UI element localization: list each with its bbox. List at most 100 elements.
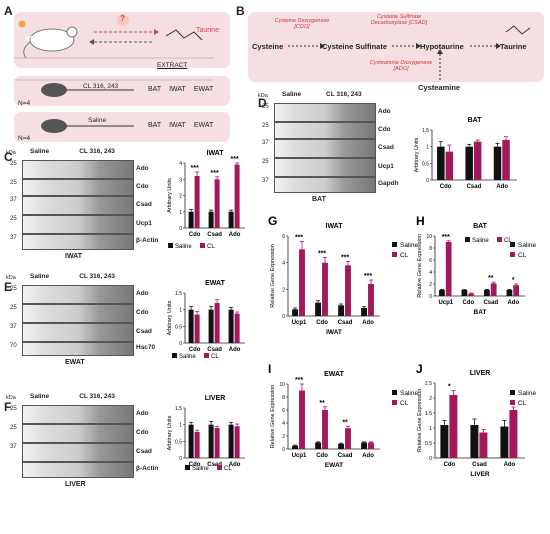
x-axis-tissue-label: IWAT [326, 329, 342, 336]
y-tick-label: 2 [282, 287, 285, 293]
panel-letter-j: J [416, 362, 423, 376]
node-taurine: Taurine [500, 42, 527, 51]
y-tick-label: 0.5 [425, 441, 432, 447]
legend-saline-swatch [392, 390, 397, 395]
bar-cl-csad [473, 141, 482, 180]
legend-saline-label: Saline [400, 390, 418, 397]
kda-label: kDa [6, 395, 16, 401]
marker-label: 25 [10, 161, 17, 167]
kda-label: kDa [6, 275, 16, 281]
y-tick-label: 0 [429, 294, 432, 300]
panel-letter-e: E [4, 280, 13, 294]
band-label: Hsc70 [136, 344, 156, 351]
saline-treatment-label: Saline [88, 117, 107, 124]
enzyme-ado: Cysteamine Dioxygenase [ADO] [369, 60, 433, 72]
y-tick-label: 0 [179, 341, 182, 347]
blot-band-cdo [22, 424, 134, 443]
significance-marker: ** [319, 400, 325, 407]
saline-group-label: Saline [30, 148, 50, 155]
legend-cl-label: CL [211, 354, 219, 360]
marker-label: 25 [10, 425, 17, 431]
y-axis-label: Arbitrary Units [167, 300, 173, 335]
bar-cl-csad [345, 428, 351, 449]
y-tick-label: 4 [282, 261, 285, 267]
pathway-arrows [288, 25, 531, 80]
bar-saline-ucp1 [292, 309, 299, 316]
y-tick-label: 2 [429, 396, 432, 402]
y-tick-label: 0.5 [422, 161, 429, 167]
cl-group-label: CL 316, 243 [326, 91, 362, 98]
chart-title: LIVER [470, 370, 491, 377]
legend-saline-label: Saline [179, 354, 196, 360]
chart-title: EWAT [205, 280, 225, 287]
bar-saline-cdo [188, 309, 194, 343]
legend-cl-label: CL [207, 244, 215, 250]
pathway-box [248, 12, 544, 82]
legend-saline-label: Saline [518, 390, 536, 397]
y-tick-label: 1 [179, 308, 182, 314]
bar-cl-ado [234, 426, 240, 458]
blot-band-ado [22, 160, 134, 179]
node-cysteamine: Cysteamine [418, 83, 461, 92]
taurine-label: Taurine [196, 27, 219, 34]
significance-marker: *** [231, 156, 239, 163]
panel-letter-i: I [268, 362, 271, 376]
y-tick-label: 0 [429, 456, 432, 462]
y-tick-label: 1.5 [175, 406, 182, 412]
cl-group-label: CL 316, 243 [79, 393, 115, 400]
legend-saline-label: Saline [400, 242, 418, 249]
marker-label: 37 [10, 235, 17, 241]
bar-cl-cdo [449, 395, 458, 458]
chart-title: BAT [468, 117, 483, 124]
bar-saline-csad [208, 309, 214, 343]
legend-cl-swatch [392, 252, 397, 257]
y-tick-label: 2 [282, 434, 285, 440]
x-tick-label: Ado [507, 300, 519, 306]
x-tick-label: Ado [362, 453, 374, 459]
bar-saline-ucp1 [439, 290, 445, 296]
bar-cl-cdo [468, 293, 475, 296]
chart-title: IWAT [207, 150, 225, 157]
x-tick-label: Cdo [462, 300, 474, 306]
significance-marker: * [512, 277, 515, 284]
x-axis-tissue-label: BAT [474, 309, 487, 316]
blot-band-gapdh [274, 177, 376, 193]
bar-cl-cdo [194, 176, 200, 228]
x-tick-label: Ado [362, 320, 374, 326]
band-label: Gapdh [378, 180, 399, 187]
blot-tissue-label: IWAT [65, 253, 82, 260]
significance-marker: ** [342, 419, 348, 426]
marker-label: 37 [10, 444, 17, 450]
bar-saline-ado [228, 211, 234, 228]
legend-cl-swatch [217, 465, 222, 470]
y-axis-label: Relative Gene Expression [417, 234, 423, 298]
legend-saline-swatch [185, 465, 190, 470]
n-saline-label: N=4 [18, 135, 31, 142]
bar-saline-csad [470, 425, 479, 458]
bar-cl-ucp1 [299, 390, 305, 449]
band-label: Ucp1 [136, 219, 152, 227]
legend-saline-swatch [465, 237, 470, 242]
y-tick-label: 1.5 [175, 291, 182, 297]
x-tick-label: Ucp1 [438, 300, 453, 306]
blot-band-csad [22, 443, 134, 462]
nst-label: NST [25, 36, 39, 43]
blot-band-ado [22, 285, 134, 304]
band-label: Ado [378, 107, 391, 115]
panel-letter-g: G [268, 214, 277, 228]
panel-a-illustration [14, 14, 214, 133]
x-tick-label: Ucp1 [292, 453, 307, 459]
y-tick-label: 6 [282, 234, 285, 240]
x-tick-label: Ado [504, 462, 516, 468]
significance-marker: *** [442, 234, 450, 241]
marker-label: 25 [262, 123, 269, 129]
mouse-cl-icon [41, 83, 67, 97]
bar-cl-cdo [322, 262, 328, 316]
bar-saline-csad [465, 146, 473, 180]
marker-label: 37 [10, 197, 17, 203]
blot-tissue-label: LIVER [65, 481, 86, 488]
x-tick-label: Csad [467, 184, 482, 190]
legend-cl-swatch [510, 252, 515, 257]
question-bubble [117, 14, 129, 26]
legend-cl-swatch [392, 400, 397, 405]
